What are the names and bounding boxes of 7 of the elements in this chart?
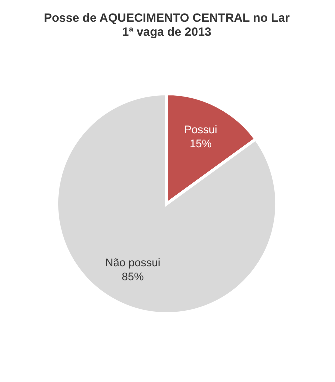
text: Posse de AQUECIMENTO CENTRAL no Lar xyxy=(44,11,290,25)
slice-label: Não possui xyxy=(106,258,161,270)
pie-slice xyxy=(56,92,278,316)
text: 1ª vaga de 2013 xyxy=(122,25,212,39)
data-label: 15% xyxy=(190,138,212,150)
slice-label: Possui xyxy=(184,124,218,136)
data-label: 85% xyxy=(122,272,144,284)
